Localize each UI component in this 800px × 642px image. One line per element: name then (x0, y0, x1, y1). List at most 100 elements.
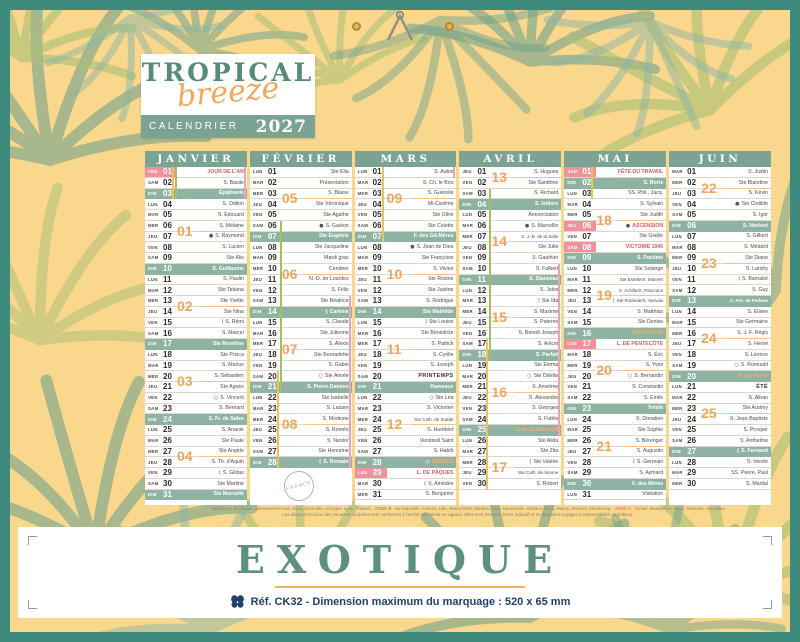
calendar-day-row: LUN 19 Ste Emma (459, 361, 562, 372)
day-cell: JEU 28 (145, 457, 177, 467)
day-cell: MER 30 (669, 479, 701, 489)
day-abbrev: LUN (567, 491, 578, 497)
calendar-day-row: LUN 15) Ste Louise (354, 318, 457, 329)
saint-name: S. Fulbert (535, 265, 559, 272)
day-abbrev: MAR (357, 405, 369, 411)
calendar-day-row: DIM 17 Ste Roseline (145, 339, 247, 350)
day-number: 03 (687, 188, 697, 198)
school-zone-stripe-a (591, 167, 594, 200)
day-number: 08 (267, 242, 277, 252)
saint-name: ○ S. Romuald (734, 362, 768, 369)
day-number: 05 (477, 210, 487, 220)
day-abbrev: VEN (148, 470, 158, 476)
calendar-day-row: JEU 17 S. Hervé (669, 339, 771, 350)
saint-name: F. des Gd-Mères (413, 233, 454, 240)
day-cell: SAM 06 (250, 221, 282, 231)
day-cell: MAR 18 (564, 350, 596, 360)
saint-name: ● Ste Clotilde (735, 201, 768, 208)
week-number: 02 (177, 297, 193, 314)
calendar-day-row: MAR 12 Ste Tatiana (145, 285, 247, 296)
day-abbrev: DIM (672, 298, 681, 304)
day-cell: DIM 24 (145, 414, 177, 424)
calendar-day-row: SAM 02 S. Basile (145, 178, 247, 189)
day-number: 10 (477, 264, 487, 274)
day-cell: JEU 13 (564, 296, 596, 306)
calendar-day-row: JEU 28 S. Th. d'Aquin (145, 457, 247, 468)
calendar-day-row: DIM 25 Jour du Souvenir (459, 425, 562, 436)
saint-name: (S. Germain (632, 459, 664, 466)
day-abbrev: DIM (567, 481, 577, 487)
day-abbrev: SAM (672, 212, 683, 218)
zone-label: ZONE A (192, 506, 209, 511)
day-number: 03 (267, 188, 277, 198)
day-cell: SAM 09 (145, 253, 177, 263)
calendar-day-row: LUN 29 L. DE PÂQUES (354, 468, 457, 479)
calendar-day-row: DIM 11 S. Stanislas (459, 274, 562, 286)
day-cell: VEN 19 (250, 361, 282, 371)
saint-name: Ste Angèle (218, 448, 244, 455)
saint-name: S. Pierre-Damien (307, 383, 349, 390)
day-abbrev: JEU (462, 470, 472, 476)
saint-name: S. Éric (647, 351, 664, 358)
day-number: 12 (582, 285, 592, 295)
day-cell: JEU 17 (669, 339, 701, 349)
calendar-day-row: DIM 28 (S. Romain (249, 457, 352, 468)
day-number: 01 (372, 167, 382, 177)
day-cell: DIM 30 (564, 479, 596, 489)
day-abbrev: MER (462, 309, 473, 315)
day-number: 26 (372, 436, 382, 446)
month-header: MARS (354, 151, 457, 167)
saint-name: Jour du Souvenir (515, 426, 559, 433)
day-abbrev: VEN (252, 212, 263, 218)
saint-name: S. Pacôme (636, 254, 664, 261)
moon-phase-icon: ( (318, 459, 322, 466)
calendar-day-row: DIM 31 Ste Marcelle (145, 489, 247, 501)
saint-name: S. J.-F. Régis (737, 330, 768, 337)
day-cell: MER 17 (250, 339, 282, 349)
calendar-day-row: SAM 15 Ste Denise (564, 318, 667, 329)
calendar-day-row: LUN 22 ○ Ste Léa (354, 393, 457, 404)
month-header: MAI (564, 151, 667, 167)
day-cell: VEN 07 (564, 232, 596, 242)
saint-name: Cendres (329, 265, 349, 272)
day-abbrev: LUN (357, 395, 368, 401)
day-number: 02 (477, 178, 487, 188)
week-number: 16 (491, 383, 508, 400)
day-cell: VEN 30 (459, 479, 491, 489)
calendar-day-row: SAM 09 Ste Alix (145, 253, 247, 264)
day-abbrev: VEN (462, 255, 473, 261)
saint-name: Ste Yvette (220, 297, 244, 304)
day-cell: MER 17 (355, 339, 387, 349)
day-abbrev: DIM (567, 255, 577, 261)
moon-phase-icon: ( (736, 448, 740, 455)
day-number: 07 (687, 231, 697, 241)
week-number-line (725, 187, 769, 189)
calendar-day-row: MER 12 S. Achille/S. Pancrace (564, 285, 667, 296)
saint-name: ) S. Rémi (221, 319, 244, 326)
day-cell: DIM 23 (564, 404, 596, 414)
day-cell: VEN 26 (355, 436, 387, 446)
day-cell: JEU 07 (145, 232, 177, 242)
school-zone-stripe-c (243, 167, 246, 200)
day-number: 16 (267, 328, 277, 338)
calendar-day-row: DIM 21 Rameaux (354, 382, 457, 393)
day-number: 10 (687, 264, 697, 274)
week-number: 05 (281, 190, 298, 207)
day-cell: SAM 30 (145, 479, 177, 489)
day-number: 11 (163, 274, 172, 284)
day-abbrev: JEU (462, 244, 472, 250)
saint-name: S. Bernard (219, 405, 244, 412)
day-number: 23 (477, 403, 487, 413)
brand-title: TROPICAL (141, 58, 315, 87)
saint-name: S. Jules (539, 287, 559, 294)
day-abbrev: MER (567, 438, 578, 444)
day-number: 11 (582, 274, 591, 284)
saint-name: S. Mélaine (219, 222, 244, 229)
day-abbrev: LUN (567, 190, 578, 196)
calendar-day-row: DIM 03 Épiphanie (145, 188, 247, 200)
moon-phase-icon: ) (325, 308, 328, 315)
day-cell: MAR 09 (250, 253, 282, 263)
saint-name: S. Maxime (533, 308, 559, 315)
calendar-day-row: VEN 05 Ste Agathe (249, 210, 352, 221)
day-abbrev: SAM (462, 416, 473, 422)
